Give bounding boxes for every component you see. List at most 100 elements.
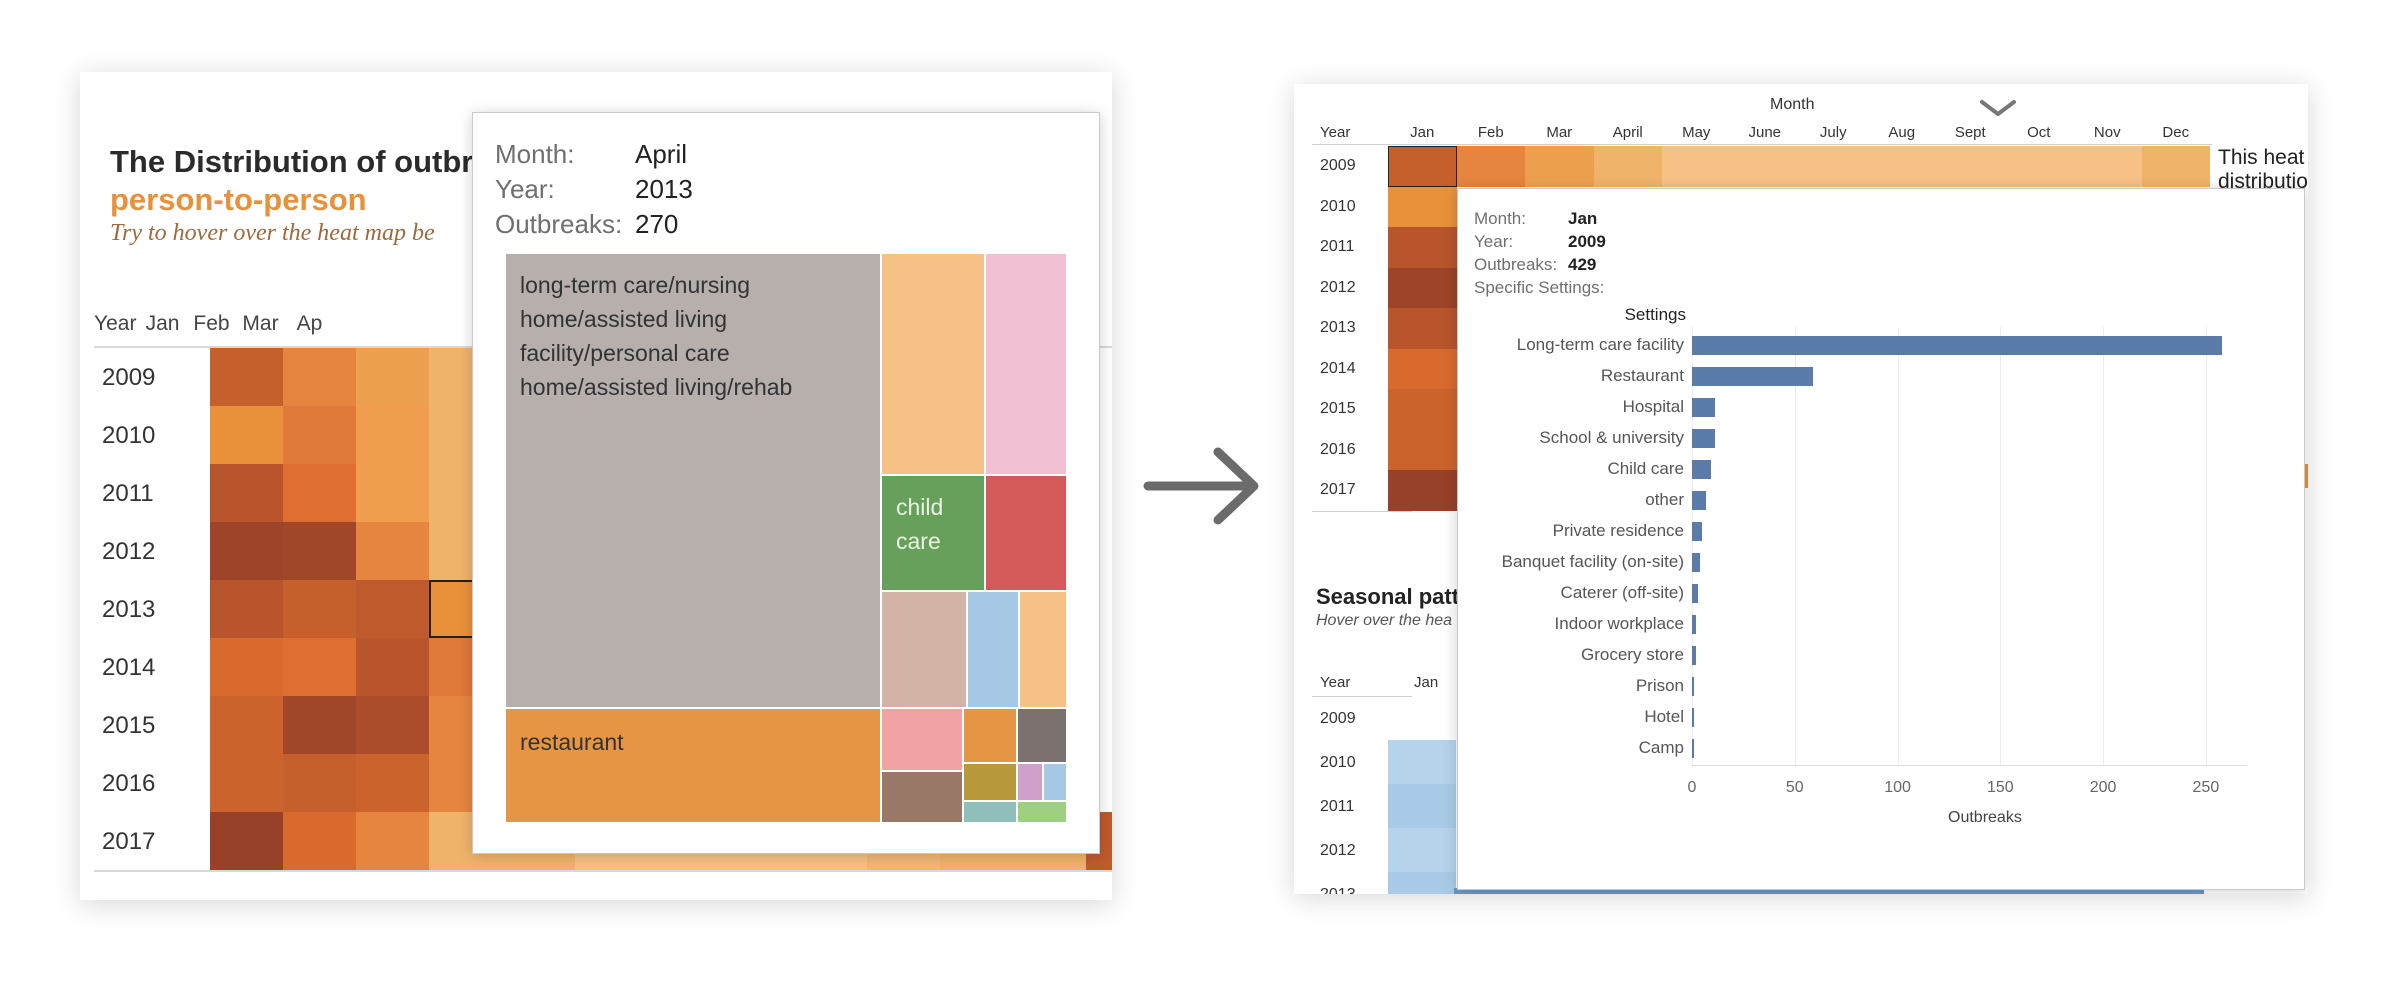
chart-bar[interactable] (1692, 646, 1697, 665)
treemap-tile[interactable] (1017, 763, 1043, 801)
heatmap-cell[interactable] (356, 754, 429, 812)
heatmap-cell[interactable] (1593, 146, 1662, 187)
chart-x-tick-label: 150 (1986, 779, 2014, 796)
heatmap-cell[interactable] (1799, 146, 1868, 187)
treemap-tile[interactable] (881, 708, 963, 771)
left-dashboard-card: The Distribution of outbre person-to-per… (80, 72, 1112, 900)
heatmap-cell[interactable] (356, 348, 429, 406)
heatmap-cell[interactable] (1456, 146, 1525, 187)
heatmap-cell[interactable] (356, 522, 429, 580)
heatmap-cell[interactable] (283, 580, 356, 638)
heatmap-cell[interactable] (1388, 186, 1457, 227)
seasonal-cell[interactable] (1388, 740, 1456, 784)
seasonal-cell[interactable] (1388, 784, 1456, 828)
chart-bar[interactable] (1692, 522, 1703, 541)
chart-bar[interactable] (1692, 429, 1715, 448)
heatmap-cell[interactable] (2302, 464, 2308, 488)
heatmap-cell[interactable] (356, 812, 429, 870)
treemap-tile[interactable] (881, 591, 967, 708)
tooltip-outbreaks-label: Outbreaks: (1474, 255, 1558, 274)
chart-bar[interactable] (1692, 491, 1707, 510)
chart-bar[interactable] (1692, 336, 2223, 355)
heatmap-cell[interactable] (356, 696, 429, 754)
chart-bar[interactable] (1692, 398, 1715, 417)
heatmap-cell[interactable] (210, 812, 283, 870)
heatmap-cell[interactable] (210, 348, 283, 406)
heatmap-cell[interactable] (283, 348, 356, 406)
chart-bar[interactable] (1692, 553, 1701, 572)
heatmap-cell[interactable] (210, 580, 283, 638)
treemap-tile[interactable] (881, 253, 985, 475)
heatmap-year-label: 2017 (102, 828, 156, 855)
chart-category-label: Hospital (1622, 397, 1684, 416)
treemap-tile[interactable] (1043, 763, 1067, 801)
chart-x-tick-label: 100 (1884, 779, 1911, 796)
heatmap-year-label: 2010 (102, 422, 156, 449)
heatmap-month-header: Ap (296, 312, 323, 335)
chart-bar[interactable] (1692, 367, 1814, 386)
heatmap-cell[interactable] (210, 696, 283, 754)
chart-gridline (1897, 327, 1899, 765)
heatmap-year-label: 2014 (1320, 359, 1356, 377)
treemap-tile-restaurant[interactable]: restaurant (505, 708, 881, 823)
heatmap-cell[interactable] (1388, 227, 1457, 268)
heatmap-cell[interactable] (283, 406, 356, 464)
treemap-tile[interactable] (881, 771, 963, 823)
treemap-tile[interactable] (1017, 708, 1067, 763)
heatmap-cell[interactable] (283, 638, 356, 696)
treemap-tile[interactable] (963, 708, 1017, 763)
heatmap-cell[interactable] (2141, 146, 2210, 187)
chart-bar[interactable] (1692, 677, 1695, 696)
heatmap-cell[interactable] (356, 638, 429, 696)
treemap-tile[interactable] (963, 763, 1017, 801)
heatmap-cell[interactable] (283, 696, 356, 754)
heatmap-cell[interactable] (1388, 389, 1457, 430)
treemap-tile-child-care[interactable]: child care (881, 475, 985, 591)
heatmap-cell[interactable] (1730, 146, 1799, 187)
treemap-tile[interactable] (1019, 591, 1067, 708)
heatmap-cell[interactable] (210, 754, 283, 812)
heatmap-cell[interactable] (283, 522, 356, 580)
chevron-down-icon[interactable] (1978, 98, 2018, 120)
heatmap-cell[interactable] (1388, 146, 1457, 187)
seasonal-cell[interactable] (1388, 872, 1456, 894)
treemap-tile[interactable] (963, 801, 1017, 823)
heatmap-cell[interactable] (1388, 429, 1457, 470)
treemap-tile[interactable] (985, 253, 1067, 475)
heatmap-cell[interactable] (283, 754, 356, 812)
heatmap-cell[interactable] (210, 464, 283, 522)
treemap-tile[interactable] (967, 591, 1019, 708)
heatmap-year-label: 2012 (1320, 278, 1356, 296)
tooltip-month-label: Month: (495, 139, 575, 169)
treemap-tile[interactable] (1017, 801, 1067, 823)
chart-bar[interactable] (1692, 615, 1697, 634)
heatmap-cell[interactable] (210, 522, 283, 580)
treemap-tile-long-term-care[interactable]: long-term care/nursing home/assisted liv… (505, 253, 881, 708)
heatmap-cell[interactable] (283, 464, 356, 522)
heatmap-cell[interactable] (1388, 470, 1457, 511)
heatmap-cell[interactable] (1662, 146, 1731, 187)
chart-bar[interactable] (1692, 708, 1695, 727)
chart-gridline (1794, 327, 1796, 765)
seasonal-cell[interactable] (1454, 888, 2204, 894)
heatmap-cell[interactable] (210, 406, 283, 464)
heatmap-cell[interactable] (1388, 267, 1457, 308)
heatmap-cell[interactable] (1867, 146, 1936, 187)
heatmap-cell[interactable] (210, 638, 283, 696)
heatmap-cell[interactable] (1388, 308, 1457, 349)
chart-bar[interactable] (1692, 584, 1699, 603)
seasonal-cell[interactable] (1388, 828, 1456, 872)
heatmap-cell[interactable] (1525, 146, 1594, 187)
chart-bar[interactable] (1692, 460, 1711, 479)
heatmap-cell[interactable] (1936, 146, 2005, 187)
chart-bar[interactable] (1692, 739, 1695, 758)
heatmap-tooltip: Month: April Year: 2013 Outbreaks: 270 l… (472, 112, 1100, 854)
heatmap-cell[interactable] (356, 580, 429, 638)
treemap-tile[interactable] (985, 475, 1067, 591)
heatmap-cell[interactable] (283, 812, 356, 870)
heatmap-cell[interactable] (356, 406, 429, 464)
heatmap-cell[interactable] (356, 464, 429, 522)
heatmap-cell[interactable] (2004, 146, 2073, 187)
heatmap-cell[interactable] (1388, 348, 1457, 389)
heatmap-cell[interactable] (2073, 146, 2142, 187)
